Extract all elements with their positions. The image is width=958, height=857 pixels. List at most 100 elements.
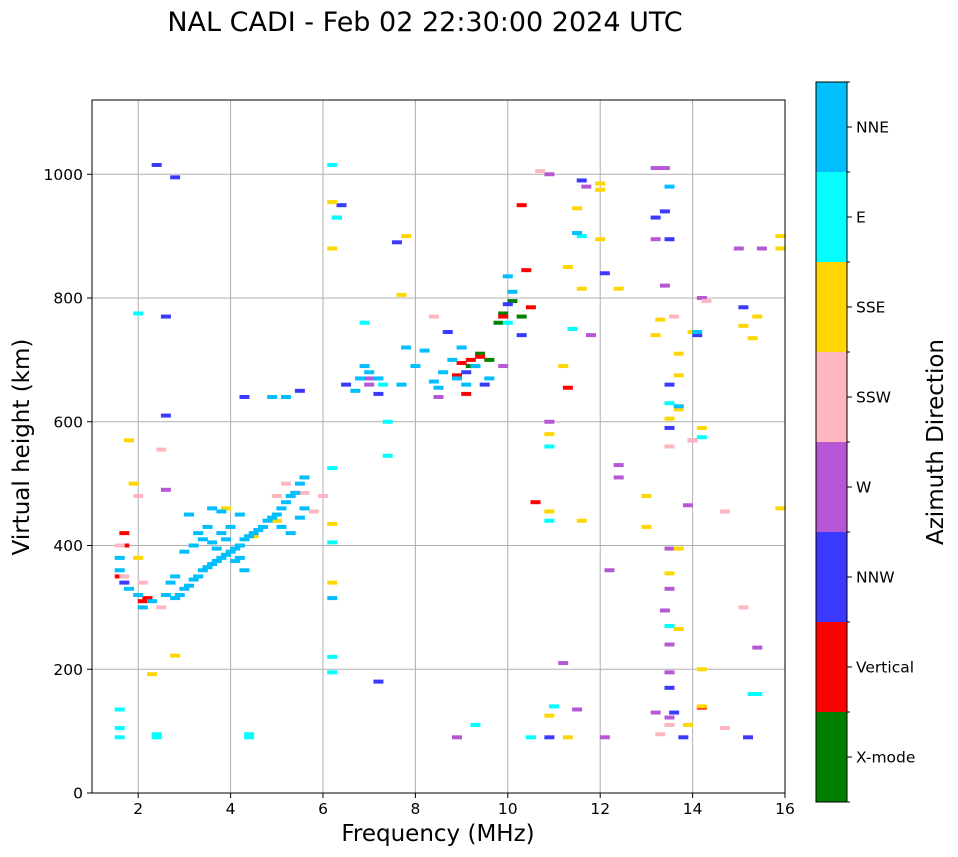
point-w (498, 364, 509, 369)
point-sse (576, 286, 587, 291)
point-sse (133, 555, 144, 560)
point-sse (664, 571, 675, 576)
point-sse (682, 722, 693, 727)
point-sse (327, 246, 338, 251)
point-nne (216, 509, 227, 514)
x-tick-label: 4 (226, 800, 236, 818)
point-nne (244, 534, 255, 539)
colorbar-segment-e (816, 172, 847, 262)
point-e (696, 435, 707, 440)
point-nne (484, 376, 495, 381)
point-nnw (373, 391, 384, 396)
point-nne (211, 558, 222, 563)
point-ssw (428, 314, 439, 319)
point-nne (285, 531, 296, 536)
point-nne (225, 524, 236, 529)
point-sse (775, 246, 786, 251)
point-nne (419, 348, 430, 353)
point-sse (220, 506, 231, 511)
point-nnw (160, 413, 171, 418)
colorbar-tick-label: X-mode (856, 749, 915, 767)
point-nnw (160, 314, 171, 319)
point-nne (410, 364, 421, 369)
point-nnw (544, 735, 555, 740)
point-nne (350, 388, 361, 393)
point-sse (595, 187, 606, 192)
point-w (659, 166, 670, 171)
point-nne (114, 555, 125, 560)
point-nne (359, 364, 370, 369)
point-nne (276, 506, 287, 511)
colorbar-segment-nnw (816, 532, 847, 622)
chart-title: NAL CADI - Feb 02 22:30:00 2024 UTC (167, 7, 682, 38)
point-nnw (576, 178, 587, 183)
point-e (327, 540, 338, 545)
point-nne (137, 605, 148, 610)
point-w (558, 661, 569, 666)
point-nnw (341, 382, 352, 387)
point-x-mode (493, 320, 504, 325)
point-ssw (133, 494, 144, 498)
point-x-mode (516, 314, 527, 319)
point-sse (123, 438, 134, 443)
point-sse (775, 234, 786, 239)
point-ssw (664, 444, 675, 449)
point-nne (216, 531, 227, 536)
point-nne (290, 490, 301, 495)
point-vertical (456, 360, 467, 365)
point-sse (696, 667, 707, 672)
point-w (756, 246, 767, 251)
point-e (470, 722, 481, 727)
point-nne (193, 574, 204, 579)
point-nnw (664, 382, 675, 387)
point-vertical (461, 391, 472, 396)
point-nne (170, 574, 181, 579)
point-x-mode (484, 357, 495, 362)
point-w (364, 376, 375, 381)
point-nnw (664, 685, 675, 690)
point-ssw (664, 722, 675, 727)
point-nne (225, 549, 236, 554)
y-tick-label: 200 (53, 661, 83, 679)
point-w (544, 419, 555, 424)
y-tick-label: 1000 (44, 166, 83, 184)
point-sse (544, 432, 555, 437)
point-sse (558, 364, 569, 369)
x-tick-label: 6 (318, 800, 328, 818)
point-e (331, 215, 342, 220)
point-nne (294, 515, 305, 520)
point-sse (327, 200, 338, 205)
point-nne (502, 274, 513, 279)
colorbar-segment-vertical (816, 622, 847, 712)
point-nne (197, 537, 208, 542)
point-nne (193, 531, 204, 536)
point-nne (230, 546, 241, 551)
point-vertical (516, 203, 527, 208)
point-nne (364, 370, 375, 375)
point-ssw (281, 481, 292, 486)
point-ssw (271, 494, 282, 498)
point-nne (211, 546, 222, 551)
point-ssw (156, 447, 167, 452)
point-nne (197, 568, 208, 573)
y-tick-label: 800 (53, 290, 83, 308)
x-tick-label: 10 (498, 800, 518, 818)
point-ssw (114, 543, 125, 548)
point-sse (128, 481, 139, 486)
point-sse (396, 292, 407, 297)
point-w (733, 246, 744, 251)
point-w (664, 586, 675, 591)
point-nne (354, 376, 365, 381)
colorbar-segment-nne (816, 82, 847, 172)
point-w (659, 608, 670, 613)
point-nne (253, 528, 264, 533)
x-tick-label: 12 (590, 800, 610, 818)
colorbar-segment-ssw (816, 352, 847, 442)
point-sse (576, 518, 587, 523)
azimuth-colorbar: X-mode Vertical NNW W SSW SSE E NNE (815, 81, 915, 803)
colorbar-label: Azimuth Direction (923, 339, 949, 545)
point-e (327, 466, 338, 471)
y-tick-label: 400 (53, 537, 83, 555)
point-nne (207, 506, 218, 511)
point-nne (133, 593, 144, 597)
